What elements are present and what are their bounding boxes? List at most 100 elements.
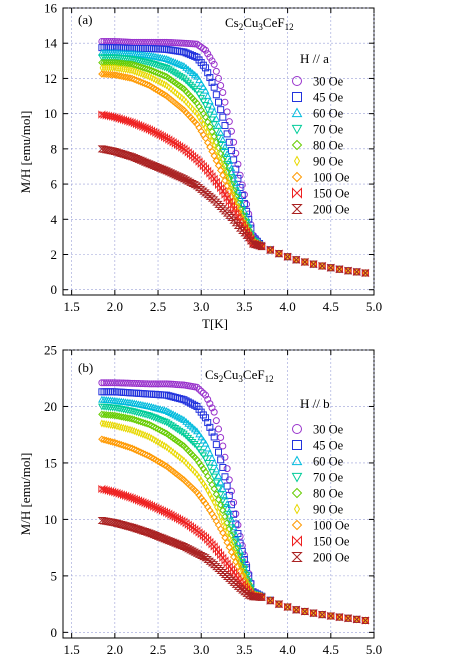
data-point (257, 593, 266, 601)
data-point (134, 155, 143, 163)
data-point (194, 550, 204, 558)
data-point (186, 461, 191, 470)
data-point (225, 187, 234, 195)
data-point (138, 527, 148, 535)
data-point (197, 552, 206, 560)
data-point (112, 519, 122, 527)
data-point (219, 506, 227, 515)
data-point (134, 77, 143, 85)
x-tick-label: 5.0 (366, 299, 382, 314)
data-point (230, 498, 238, 506)
data-point (170, 448, 176, 457)
data-point (206, 400, 214, 408)
data-point (190, 85, 199, 93)
data-point (158, 63, 167, 71)
data-point (173, 381, 181, 389)
data-point (123, 151, 132, 159)
data-point (186, 81, 195, 89)
data-point (195, 91, 203, 99)
data-point (229, 197, 238, 206)
data-point (168, 84, 174, 94)
legend-label: 90 Oe (313, 155, 344, 169)
legend-label: 150 Oe (313, 187, 350, 201)
data-point (214, 503, 219, 512)
legend-label: 60 Oe (313, 455, 344, 469)
data-point (215, 98, 222, 106)
data-point (145, 160, 154, 168)
data-point (326, 612, 336, 620)
data-point (283, 253, 292, 261)
y-axis-label-b: M/H [emu/mol] (18, 453, 33, 536)
data-point (183, 97, 189, 106)
data-point (229, 186, 238, 194)
data-point (165, 380, 173, 388)
data-point (104, 437, 113, 445)
data-point (232, 571, 240, 580)
data-point (153, 532, 163, 540)
data-point (188, 438, 197, 446)
data-point (173, 88, 178, 97)
data-point (158, 534, 167, 542)
data-point (112, 148, 122, 156)
data-point (199, 465, 208, 473)
data-point (214, 161, 223, 170)
data-point (188, 547, 197, 555)
data-point (145, 420, 154, 429)
data-point (219, 186, 227, 196)
data-point (194, 109, 200, 118)
data-point (147, 530, 156, 538)
data-point (121, 151, 130, 159)
data-point (210, 107, 219, 115)
data-point (221, 122, 229, 130)
data-point (171, 539, 180, 547)
data-point (240, 191, 248, 199)
data-point (130, 415, 138, 424)
data-point (219, 113, 227, 121)
data-point (158, 427, 167, 436)
data-point (292, 606, 301, 614)
data-point (193, 383, 201, 391)
legend-label: 200 Oe (313, 203, 350, 217)
data-point (117, 72, 126, 80)
data-point (168, 538, 178, 546)
data-point (181, 176, 191, 184)
legend-label: 200 Oe (313, 551, 350, 565)
data-point (197, 94, 206, 102)
data-point (222, 168, 228, 177)
data-point (170, 86, 176, 95)
panel-b: 1.5 2.0 2.5 3.0 3.5 4.0 4.5 5.0 0 5 10 15 20 25 (b) C… (18, 343, 382, 656)
data-point (125, 523, 135, 531)
data-point (219, 529, 227, 537)
data-point (124, 414, 132, 422)
data-point (119, 150, 128, 158)
data-point (153, 163, 163, 171)
data-point (217, 183, 225, 193)
data-point (145, 529, 154, 537)
compound-title-b: Cs2Cu3CeF12 (205, 367, 274, 384)
data-point (201, 86, 210, 94)
data-point (137, 418, 145, 426)
data-point (154, 425, 162, 433)
legend-marker (291, 139, 303, 151)
data-point (189, 40, 197, 48)
data-point (196, 113, 202, 122)
data-point (162, 441, 167, 450)
data-point (119, 521, 128, 529)
data-point (139, 410, 147, 418)
data-point (221, 512, 229, 521)
data-point (180, 75, 188, 83)
x-tick-label: 3.5 (236, 299, 252, 314)
x-tick-label: 2.0 (107, 299, 123, 314)
data-point (227, 533, 232, 542)
panel-label-b: (b) (78, 360, 93, 375)
data-point (175, 90, 180, 99)
data-point (221, 534, 229, 542)
data-point (227, 200, 235, 210)
data-point (132, 76, 141, 84)
x-tick-label: 2.5 (150, 642, 166, 656)
legend-marker (292, 424, 302, 434)
data-point (115, 440, 123, 448)
data-point (190, 441, 199, 448)
data-point (223, 160, 231, 168)
data-point (203, 118, 212, 126)
